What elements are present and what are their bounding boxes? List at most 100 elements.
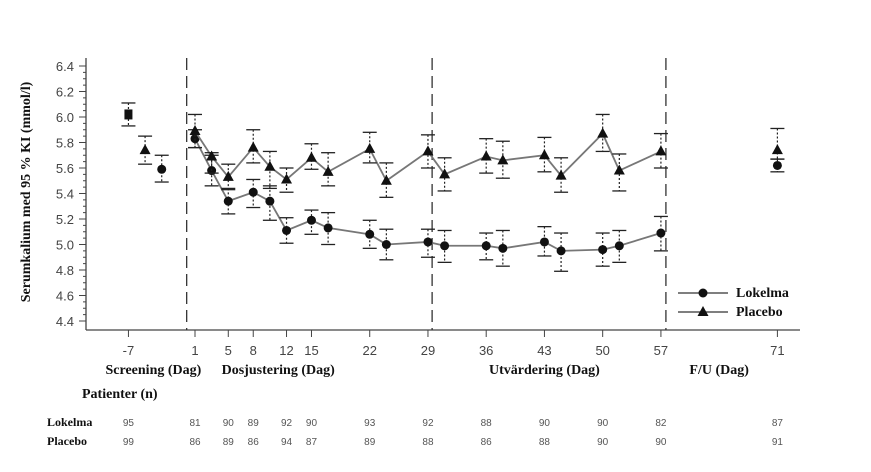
labels-layer: Screening (Dag) Dosjustering (Dag) Utvärde… (106, 363, 750, 378)
patients-row-placebo: Placebo 99 86 89 86 94 87 89 88 86 88 90 90 91 (47, 434, 783, 448)
patient-count: 90 (655, 437, 667, 448)
patient-count: 90 (223, 418, 235, 429)
x-tick-label: -7 (123, 343, 135, 358)
data-point (379, 162, 394, 198)
patient-count: 82 (655, 418, 667, 429)
patient-count: 86 (189, 437, 201, 448)
legend-item-lokelma: Lokelma (678, 286, 789, 301)
error-bar (121, 102, 136, 127)
y-tick-label: 6.4 (56, 59, 74, 74)
y-tick-label: 6.2 (56, 85, 74, 100)
error-bar (246, 178, 261, 209)
patients-table: Patienter (n) Lokelma 95 81 90 89 92 90 93 92 88 90… (47, 387, 783, 448)
triangle-marker (189, 125, 201, 136)
circle-marker (498, 243, 508, 253)
data-point (770, 158, 785, 173)
patients-row-label: Lokelma (47, 415, 92, 429)
x-tick-label: 15 (304, 343, 318, 358)
triangle-marker (613, 164, 625, 175)
data-point (279, 167, 294, 193)
circle-marker (423, 237, 433, 247)
error-bar (595, 113, 610, 153)
triangle-marker (139, 144, 151, 155)
data-point (537, 136, 552, 173)
triangle-marker (655, 145, 667, 156)
patient-count: 88 (539, 437, 551, 448)
patient-count: 87 (306, 437, 318, 448)
data-point (304, 209, 319, 235)
y-tick-label: 4.4 (56, 314, 74, 329)
data-point (612, 229, 627, 264)
data-point (262, 185, 277, 221)
triangle-marker (555, 169, 567, 180)
error-bar (612, 229, 627, 264)
data-point (221, 163, 236, 191)
triangle-marker (771, 144, 783, 155)
y-tick-label: 5.2 (56, 212, 74, 227)
triangle-marker (439, 168, 451, 179)
triangle-marker (364, 142, 376, 153)
series-placebo (188, 113, 785, 198)
circle-marker (265, 196, 275, 206)
patients-row-label: Placebo (47, 434, 87, 448)
data-point (653, 132, 668, 169)
screening-point (154, 154, 169, 183)
triangle-marker (247, 141, 259, 152)
data-point (595, 232, 610, 267)
patient-count: 92 (281, 418, 293, 429)
patient-count: 86 (481, 437, 493, 448)
y-tick-label: 5.6 (56, 161, 74, 176)
x-tick-label: 29 (421, 343, 435, 358)
data-point (537, 225, 552, 257)
y-axis-title-group: Serumkalium med 95 % KI (mmol/l) (19, 81, 34, 302)
x-tick-label: 57 (654, 343, 668, 358)
patient-count: 91 (772, 437, 784, 448)
circle-marker (365, 229, 375, 239)
patient-count: 90 (597, 418, 609, 429)
patient-count: 92 (422, 418, 434, 429)
legend-label: Lokelma (736, 286, 789, 301)
x-tick-label: 36 (479, 343, 493, 358)
triangle-marker (281, 173, 293, 184)
patient-count: 95 (123, 418, 135, 429)
circle-marker (614, 241, 624, 251)
patient-count: 81 (189, 418, 201, 429)
circle-marker (539, 237, 549, 247)
circle-marker (598, 245, 608, 255)
data-point (479, 138, 494, 174)
data-point (653, 215, 668, 252)
triangle-marker (222, 170, 234, 181)
error-bar (362, 219, 377, 249)
triangle-marker (322, 165, 334, 176)
data-point (379, 228, 394, 261)
error-bar (362, 131, 377, 164)
x-tick-label: 1 (191, 343, 198, 358)
phase-label: Utvärdering (Dag) (489, 363, 600, 378)
patient-count: 89 (364, 437, 376, 448)
patient-count: 90 (597, 437, 609, 448)
error-bar (420, 228, 435, 258)
circle-marker (440, 241, 450, 251)
circle-marker (772, 160, 782, 170)
triangle-marker (380, 174, 392, 185)
legend-label: Placebo (736, 305, 783, 320)
triangle-marker (697, 306, 709, 316)
data-point (554, 157, 569, 193)
data-point (420, 134, 435, 169)
triangle-marker (597, 127, 609, 138)
x-tick-label: 71 (770, 343, 784, 358)
patient-count: 99 (123, 437, 135, 448)
error-bar (437, 229, 452, 264)
circle-marker (381, 240, 391, 249)
circle-marker (698, 288, 708, 298)
patients-title: Patienter (n) (82, 387, 158, 402)
patient-count: 89 (223, 437, 235, 448)
triangle-marker (305, 151, 317, 162)
y-tick-label: 5.0 (56, 238, 74, 253)
circle-marker (282, 225, 292, 235)
axes: 6.46.26.05.85.65.45.25.04.84.64.4-7 1 5 8 12… (56, 58, 800, 358)
data-point (595, 113, 610, 153)
data-point (362, 219, 377, 249)
patients-row-lokelma: Lokelma 95 81 90 89 92 90 93 92 88 90 90 82 87 (47, 415, 783, 429)
